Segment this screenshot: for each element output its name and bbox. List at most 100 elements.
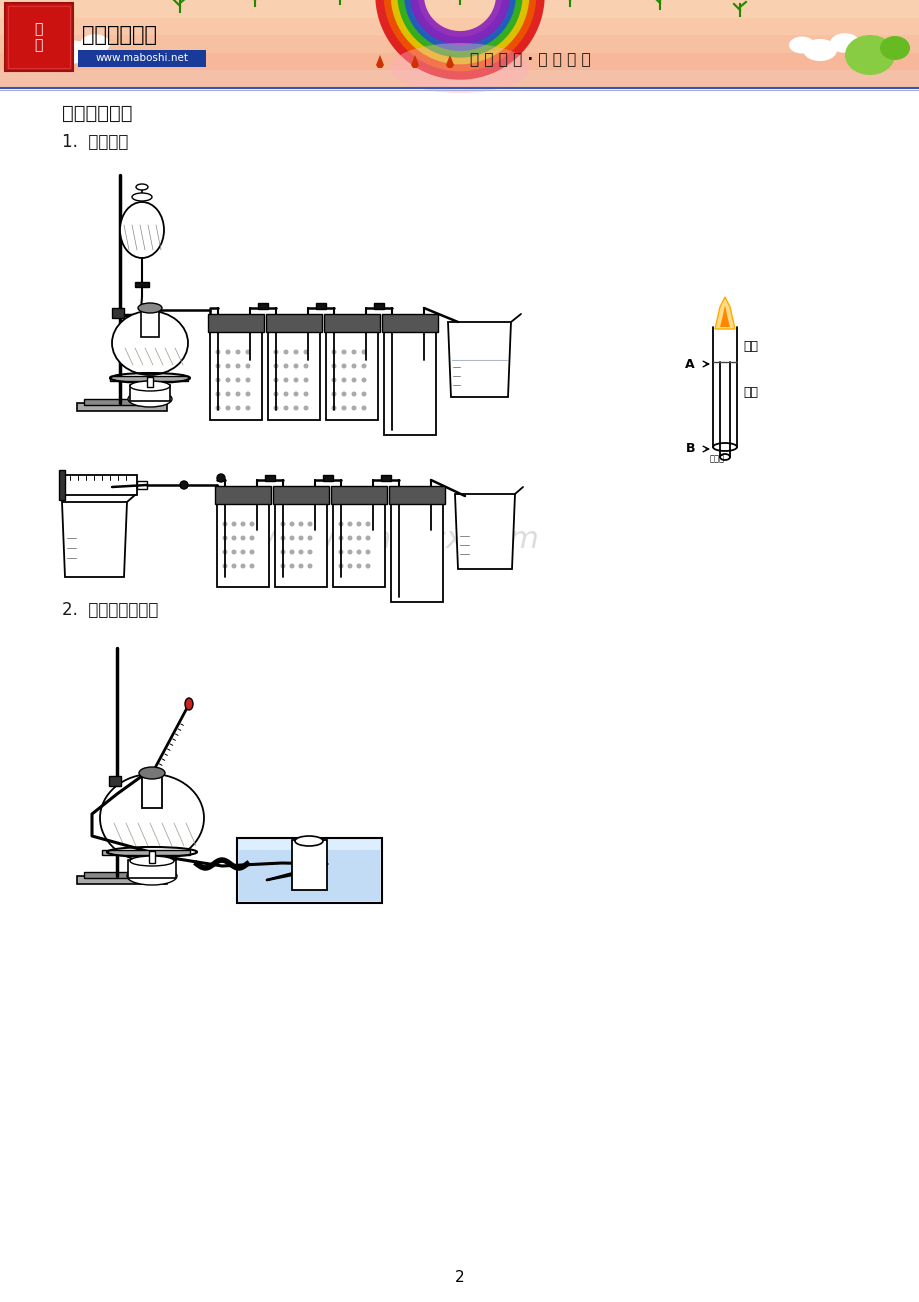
Polygon shape [455,493,515,569]
Ellipse shape [283,349,289,354]
Ellipse shape [42,38,68,55]
Bar [59,470,65,500]
Ellipse shape [222,564,227,569]
Ellipse shape [341,392,346,397]
Bar [277,517,324,585]
Ellipse shape [225,378,231,383]
Ellipse shape [789,36,814,53]
Ellipse shape [293,392,298,397]
Ellipse shape [249,522,255,526]
Bar [325,329,378,421]
Ellipse shape [331,378,336,383]
Ellipse shape [347,535,352,540]
Ellipse shape [245,378,250,383]
Ellipse shape [273,392,278,397]
Ellipse shape [298,522,303,526]
Ellipse shape [298,535,303,540]
Ellipse shape [235,363,240,368]
Ellipse shape [119,335,180,371]
Text: 一、成套装置: 一、成套装置 [62,103,132,122]
Ellipse shape [225,349,231,354]
Bar [0,53,919,72]
Ellipse shape [351,363,357,368]
Ellipse shape [232,564,236,569]
Bar [215,486,271,504]
Ellipse shape [235,378,240,383]
Ellipse shape [341,349,346,354]
Bar [62,475,137,495]
Ellipse shape [280,535,285,540]
Ellipse shape [222,549,227,555]
Bar [219,517,267,585]
Bar [137,480,147,490]
Bar [381,314,437,332]
Ellipse shape [54,40,90,64]
Ellipse shape [180,480,187,490]
Bar [149,852,154,863]
Polygon shape [714,297,734,329]
Bar [266,314,322,332]
Ellipse shape [293,349,298,354]
Ellipse shape [225,405,231,410]
Text: 进出口: 进出口 [709,454,724,464]
Ellipse shape [128,391,172,408]
Ellipse shape [215,392,221,397]
Bar [257,303,267,309]
Ellipse shape [289,549,294,555]
Ellipse shape [232,535,236,540]
Bar [323,314,380,332]
Bar [389,486,445,504]
Ellipse shape [80,34,110,53]
Ellipse shape [249,549,255,555]
Bar [130,385,170,401]
Ellipse shape [331,405,336,410]
Ellipse shape [215,349,221,354]
Ellipse shape [347,564,352,569]
Bar [239,850,380,901]
Text: 快 乐 学 习 · 轻 松 无 限: 快 乐 学 习 · 轻 松 无 限 [470,52,590,68]
Ellipse shape [357,522,361,526]
Ellipse shape [124,221,160,253]
Ellipse shape [720,454,729,460]
Ellipse shape [357,549,361,555]
Bar [110,376,187,381]
Ellipse shape [283,392,289,397]
Ellipse shape [829,34,859,53]
Bar [269,345,318,417]
Bar [237,838,381,904]
Ellipse shape [802,39,836,61]
Ellipse shape [361,363,366,368]
Bar [0,0,919,18]
Ellipse shape [112,311,187,375]
Ellipse shape [338,564,343,569]
Bar [331,486,387,504]
Ellipse shape [240,522,245,526]
Ellipse shape [331,392,336,397]
Bar [0,18,919,36]
Ellipse shape [240,535,245,540]
Text: www.mabocx.com: www.mabocx.com [260,526,539,555]
Ellipse shape [844,35,894,76]
Bar [294,870,324,891]
Ellipse shape [351,405,357,410]
Ellipse shape [351,378,357,383]
Ellipse shape [108,805,196,855]
Bar [328,345,376,417]
Ellipse shape [235,405,240,410]
Ellipse shape [298,564,303,569]
Ellipse shape [341,378,346,383]
Polygon shape [411,55,418,68]
Ellipse shape [307,522,312,526]
Ellipse shape [283,405,289,410]
Bar [141,307,159,337]
Bar [211,345,260,417]
Text: 2: 2 [455,1271,464,1285]
Polygon shape [446,55,453,68]
Ellipse shape [100,773,204,862]
Bar [210,329,262,421]
Ellipse shape [347,522,352,526]
Ellipse shape [139,767,165,779]
Text: A: A [685,358,694,371]
Bar [128,861,176,878]
Bar [102,850,190,855]
